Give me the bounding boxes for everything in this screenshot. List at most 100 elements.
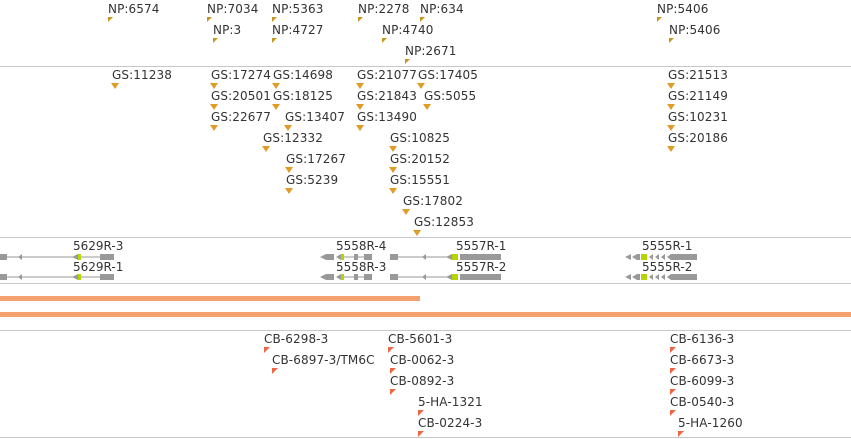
feature-label: NP:6574 [108, 2, 160, 16]
flag-marker-icon [390, 368, 396, 374]
down-triangle-marker-icon [272, 104, 280, 110]
feature-label: GS:10231 [668, 110, 728, 124]
feature-label: CB-6099-3 [670, 374, 735, 388]
feature-label: GS:18125 [273, 89, 333, 103]
down-triangle-marker-icon [667, 146, 675, 152]
coverage-bar-full[interactable] [0, 312, 851, 317]
down-triangle-marker-icon [667, 83, 675, 89]
flag-marker-icon [670, 347, 676, 353]
gene-model-5629R-3[interactable] [0, 253, 115, 261]
flag-marker-icon [678, 431, 684, 437]
gene-model-5555R-1[interactable] [625, 253, 701, 261]
flag-marker-icon [264, 347, 270, 353]
feature-label: NP:2278 [358, 2, 410, 16]
down-triangle-marker-icon [389, 188, 397, 194]
feature-label: GS:5239 [286, 173, 339, 187]
track-divider [0, 283, 851, 284]
down-triangle-marker-icon [667, 125, 675, 131]
feature-label: NP:5406 [669, 23, 721, 37]
down-triangle-marker-icon [402, 209, 410, 215]
gene-track: 5629R-3 5629R-1 5558R-4 [0, 238, 851, 282]
flag-marker-icon [418, 410, 424, 416]
feature-label: GS:17267 [286, 152, 346, 166]
gene-label: 5558R-3 [336, 260, 387, 274]
triangle-marker-icon [207, 17, 212, 22]
down-triangle-marker-icon [423, 104, 431, 110]
down-triangle-marker-icon [210, 83, 218, 89]
triangle-marker-icon [272, 38, 277, 43]
feature-label: GS:21843 [357, 89, 417, 103]
triangle-marker-icon [272, 17, 277, 22]
down-triangle-marker-icon [413, 230, 421, 236]
feature-label: GS:11238 [112, 68, 172, 82]
down-triangle-marker-icon [667, 104, 675, 110]
feature-label: GS:15551 [390, 173, 450, 187]
feature-label: NP:634 [420, 2, 464, 16]
down-triangle-marker-icon [284, 125, 292, 131]
gene-label: 5557R-1 [456, 239, 507, 253]
feature-label: CB-0540-3 [670, 395, 735, 409]
feature-label: CB-6136-3 [670, 332, 735, 346]
track-divider [0, 330, 851, 331]
track-divider [0, 66, 851, 67]
feature-label: GS:13407 [285, 110, 345, 124]
reverse-strand-arrow-icon [18, 274, 22, 280]
feature-label: CB-6298-3 [264, 332, 329, 346]
feature-label: GS:21513 [668, 68, 728, 82]
down-triangle-marker-icon [210, 125, 218, 131]
feature-label: 5-HA-1321 [418, 395, 483, 409]
feature-label: GS:14698 [273, 68, 333, 82]
gene-model-5557R-2[interactable] [390, 273, 502, 281]
gene-model-5557R-1[interactable] [390, 253, 502, 261]
feature-label: CB-0224-3 [418, 416, 483, 430]
gene-model-5629R-1[interactable] [0, 273, 115, 281]
down-triangle-marker-icon [417, 83, 425, 89]
down-triangle-marker-icon [389, 167, 397, 173]
reverse-strand-arrow-icon [18, 254, 22, 260]
feature-label: GS:21149 [668, 89, 728, 103]
np-track: NP:6574 NP:7034 NP:5363 NP:2278 NP:634 N… [0, 0, 851, 65]
feature-label: GS:12332 [263, 131, 323, 145]
down-triangle-marker-icon [272, 83, 280, 89]
down-triangle-marker-icon [356, 125, 364, 131]
flag-marker-icon [388, 347, 394, 353]
feature-label: NP:7034 [207, 2, 259, 16]
gs-track: GS:11238 GS:17274 GS:14698 GS:21077 GS:1… [0, 67, 851, 237]
feature-label: 5-HA-1260 [678, 416, 743, 430]
gene-label: 5555R-2 [642, 260, 693, 274]
gene-label: 5629R-3 [73, 239, 124, 253]
feature-label: CB-5601-3 [388, 332, 453, 346]
down-triangle-marker-icon [285, 167, 293, 173]
reverse-strand-arrow-icon [320, 254, 326, 260]
flag-marker-icon [670, 368, 676, 374]
coverage-bar-partial[interactable] [0, 296, 420, 301]
feature-label: GS:5055 [424, 89, 477, 103]
flag-marker-icon [670, 410, 676, 416]
feature-label: GS:12853 [414, 215, 474, 229]
down-triangle-marker-icon [389, 146, 397, 152]
feature-label: GS:17802 [403, 194, 463, 208]
down-triangle-marker-icon [262, 146, 270, 152]
down-triangle-marker-icon [356, 104, 364, 110]
gene-model-5558R-4[interactable] [320, 253, 380, 261]
triangle-marker-icon [405, 59, 410, 64]
down-triangle-marker-icon [356, 83, 364, 89]
feature-label: CB-6897-3/TM6C [272, 353, 375, 367]
feature-label: CB-0062-3 [390, 353, 455, 367]
triangle-marker-icon [213, 38, 218, 43]
gene-label: 5555R-1 [642, 239, 693, 253]
track-divider [0, 437, 851, 438]
feature-label: GS:20152 [390, 152, 450, 166]
triangle-marker-icon [108, 17, 113, 22]
flag-marker-icon [418, 431, 424, 437]
down-triangle-marker-icon [210, 104, 218, 110]
triangle-marker-icon [420, 17, 425, 22]
gene-model-5558R-3[interactable] [320, 273, 380, 281]
gene-model-5555R-2[interactable] [625, 273, 701, 281]
feature-label: GS:10825 [390, 131, 450, 145]
gene-label: 5557R-2 [456, 260, 507, 274]
feature-label: NP:5363 [272, 2, 324, 16]
feature-label: GS:22677 [211, 110, 271, 124]
feature-label: NP:3 [213, 23, 242, 37]
